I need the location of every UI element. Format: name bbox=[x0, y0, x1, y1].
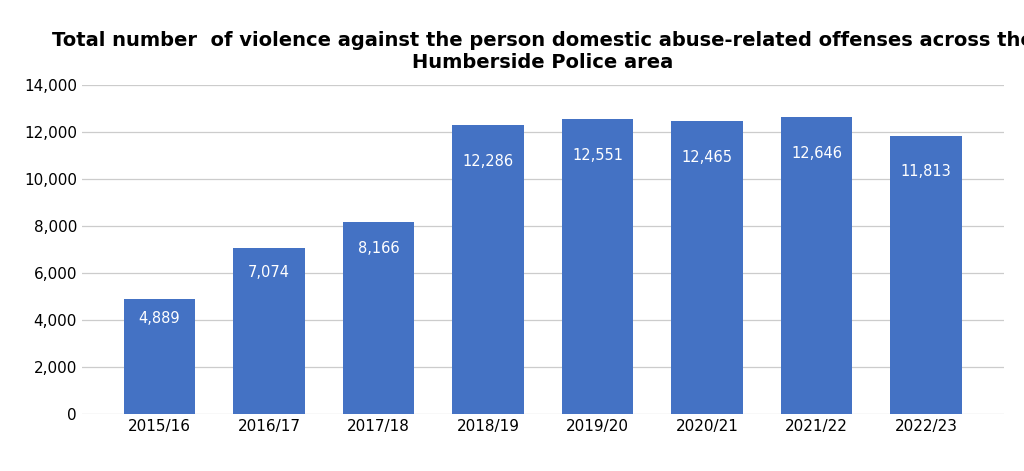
Text: 4,889: 4,889 bbox=[138, 311, 180, 326]
Bar bbox=[672, 121, 742, 414]
Text: 12,551: 12,551 bbox=[572, 148, 623, 163]
Text: 11,813: 11,813 bbox=[901, 164, 951, 179]
Text: 12,646: 12,646 bbox=[791, 146, 842, 162]
Bar bbox=[562, 119, 633, 414]
Text: 7,074: 7,074 bbox=[248, 265, 290, 280]
Bar bbox=[124, 300, 195, 414]
Title: Total number  of violence against the person domestic abuse-related offenses acr: Total number of violence against the per… bbox=[52, 31, 1024, 72]
Bar bbox=[453, 125, 523, 414]
Text: 12,465: 12,465 bbox=[682, 150, 732, 165]
Bar bbox=[781, 117, 852, 414]
Bar bbox=[233, 248, 304, 414]
Text: 8,166: 8,166 bbox=[357, 242, 399, 256]
Bar bbox=[343, 222, 414, 414]
Text: 12,286: 12,286 bbox=[463, 154, 513, 169]
Bar bbox=[891, 136, 962, 414]
